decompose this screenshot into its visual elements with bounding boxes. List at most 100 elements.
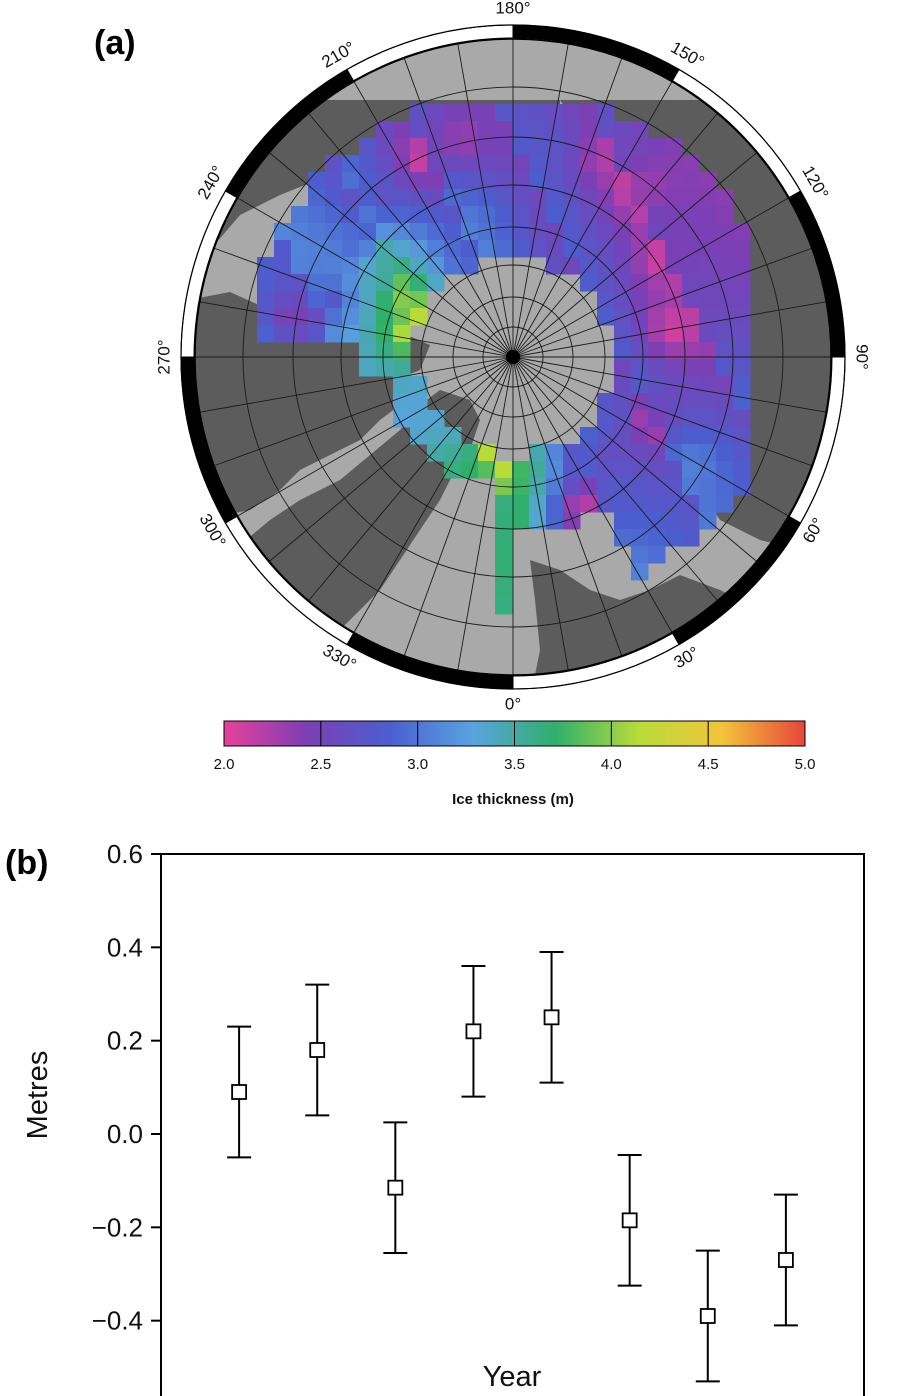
ice-cell xyxy=(495,563,513,581)
ice-cell xyxy=(733,274,751,292)
ice-cell xyxy=(733,376,751,394)
ice-cell xyxy=(529,223,547,241)
ice-cell xyxy=(733,393,751,411)
ice-cell xyxy=(665,444,683,462)
ice-cell xyxy=(631,461,649,479)
ice-cell xyxy=(427,121,445,139)
ice-cell xyxy=(512,104,530,122)
ice-cell xyxy=(699,172,717,190)
ice-cell xyxy=(274,291,292,309)
colorbar-tick-label: 3.0 xyxy=(407,756,428,773)
ice-cell xyxy=(495,495,513,513)
panel-b-figure: (b) 0.60.40.20.0−0.2−0.4−0.6 19941996199… xyxy=(5,839,865,1396)
north-pole-marker xyxy=(506,350,520,364)
ice-cell xyxy=(427,189,445,207)
ice-cell xyxy=(699,308,717,326)
ice-cell xyxy=(342,206,360,224)
ice-cell xyxy=(546,495,564,513)
ice-cell xyxy=(546,138,564,156)
ice-cell xyxy=(359,155,377,173)
ice-cell xyxy=(580,189,598,207)
ice-cell xyxy=(665,206,683,224)
ice-cell xyxy=(393,138,411,156)
ice-cell xyxy=(580,240,598,258)
ice-cell xyxy=(393,240,411,258)
ice-cell xyxy=(291,257,309,275)
colorbar-tick-label: 4.0 xyxy=(601,756,622,773)
ice-cell xyxy=(631,274,649,292)
ice-cell xyxy=(682,308,700,326)
ice-cell xyxy=(648,495,666,513)
ice-cell xyxy=(733,240,751,258)
ice-cell xyxy=(444,206,462,224)
ice-cell xyxy=(359,274,377,292)
ice-cell xyxy=(478,461,496,479)
ice-cell xyxy=(665,308,683,326)
ice-cell xyxy=(563,512,581,530)
ice-cell xyxy=(274,274,292,292)
ice-cell xyxy=(444,121,462,139)
ice-cell xyxy=(478,155,496,173)
ice-cell xyxy=(291,206,309,224)
ice-cell xyxy=(410,138,428,156)
ice-cell xyxy=(631,478,649,496)
ice-cell xyxy=(512,172,530,190)
ice-cell xyxy=(546,155,564,173)
ice-cell xyxy=(682,342,700,360)
y-tick-label: −0.2 xyxy=(92,1212,143,1242)
data-point xyxy=(383,1121,408,1254)
parallel-circle xyxy=(382,226,644,488)
ice-cell xyxy=(393,325,411,343)
ice-cell xyxy=(359,342,377,360)
ice-cell xyxy=(529,121,547,139)
land-alaska-yukon xyxy=(195,100,560,300)
ice-cell xyxy=(614,529,632,547)
ice-cell xyxy=(359,172,377,190)
ice-cell xyxy=(512,461,530,479)
ice-cell xyxy=(546,512,564,530)
ice-cell xyxy=(597,104,615,122)
ice-cell xyxy=(699,478,717,496)
ice-cell xyxy=(563,257,581,275)
ice-cell xyxy=(495,138,513,156)
ice-cell xyxy=(716,376,734,394)
ice-cell xyxy=(614,206,632,224)
ice-cell xyxy=(393,342,411,360)
ice-cell xyxy=(325,257,343,275)
colorbar: 2.0 2.5 3.0 3.5 4.0 4.5 5.0 Ice thickness (m) xyxy=(214,720,815,808)
ice-cell xyxy=(648,291,666,309)
ice-cell xyxy=(631,410,649,428)
ice-cell xyxy=(648,478,666,496)
ice-cell xyxy=(682,172,700,190)
meridian-line xyxy=(199,356,514,413)
ice-cell xyxy=(648,359,666,377)
ice-cell xyxy=(325,172,343,190)
ice-cell xyxy=(614,444,632,462)
ice-cell xyxy=(495,580,513,598)
ice-cell xyxy=(393,223,411,241)
ice-cell xyxy=(546,223,564,241)
ice-cell xyxy=(546,172,564,190)
y-tick-label: 0.6 xyxy=(107,839,143,869)
ice-cell xyxy=(597,478,615,496)
parallel-circle xyxy=(340,184,686,530)
ice-cell xyxy=(631,512,649,530)
ice-cell xyxy=(665,427,683,445)
ice-cell xyxy=(716,206,734,224)
ice-cell xyxy=(563,172,581,190)
ice-cell xyxy=(461,155,479,173)
ice-cell xyxy=(478,189,496,207)
ice-cell xyxy=(665,223,683,241)
meridian-line xyxy=(237,356,514,517)
ice-cell xyxy=(614,223,632,241)
ice-cell xyxy=(257,257,275,275)
map-border xyxy=(194,38,832,676)
colorbar-tick-label: 4.5 xyxy=(698,756,719,773)
ice-cell xyxy=(444,223,462,241)
ice-cell xyxy=(699,325,717,343)
ice-cell xyxy=(648,325,666,343)
ice-cell xyxy=(631,240,649,258)
colorbar-ticks: 2.0 2.5 3.0 3.5 4.0 4.5 5.0 xyxy=(214,721,815,773)
ice-cell xyxy=(580,206,598,224)
ice-cell xyxy=(580,121,598,139)
